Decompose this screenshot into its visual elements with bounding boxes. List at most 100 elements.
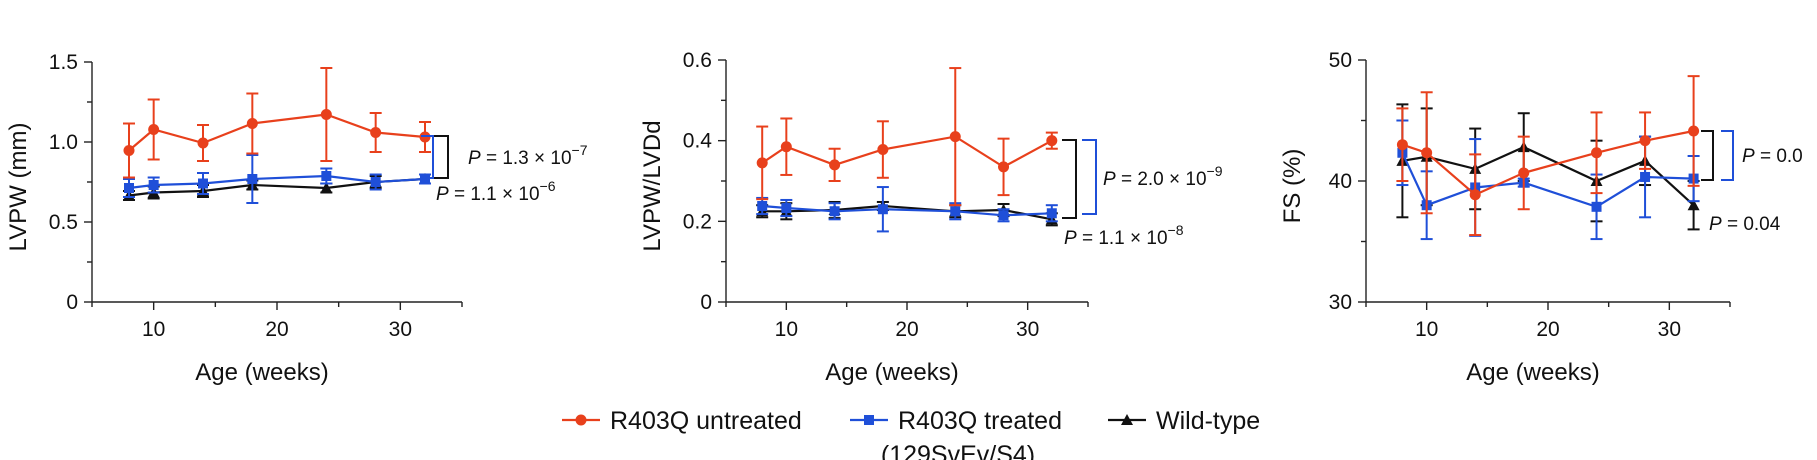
r403q-untreated-point [780, 141, 792, 153]
p-value-annotation: P = 0.0 [1742, 146, 1803, 167]
y-tick-label: 0.6 [683, 49, 712, 72]
r403q-treated-point [877, 204, 888, 215]
legend-caption: (129SvEv/S4) [881, 441, 1035, 460]
y-axis-label: LVPW (mm) [5, 123, 32, 252]
x-axis-label: Age (weeks) [1466, 359, 1599, 386]
x-tick-label: 10 [1415, 318, 1438, 341]
p-label: P [1709, 214, 1722, 235]
r403q-untreated-point [949, 131, 961, 143]
y-tick-label: 40 [1329, 170, 1352, 193]
x-tick-label: 20 [265, 318, 288, 341]
p-value-annotation: P = 0.04 [1709, 214, 1781, 235]
p-value-text: = 1.1 × 10 [449, 184, 540, 205]
r403q-treated-point [247, 174, 258, 184]
wild-type-point [320, 182, 333, 193]
series-r403q-untreated [1396, 75, 1700, 237]
x-tick-label: 30 [1016, 318, 1039, 341]
r403q-untreated-point [756, 157, 768, 169]
y-axis-label: LVPW/LVDd [639, 120, 666, 251]
p-label: P [436, 184, 449, 205]
r403q-treated-point [1640, 171, 1651, 182]
r403q-untreated-point [829, 159, 841, 171]
y-tick-label: 1.0 [49, 131, 78, 154]
legend: R403Q untreated R403Q treated Wild-type (12… [562, 407, 1260, 460]
y-tick-label: 0 [700, 291, 712, 314]
x-tick-label: 10 [775, 318, 798, 341]
r403q-treated-point [781, 203, 792, 214]
p-label: P [1742, 146, 1755, 167]
y-tick-label: 30 [1329, 291, 1352, 314]
legend-item-wild-type: Wild-type [1108, 407, 1260, 435]
r403q-untreated-point [123, 145, 135, 156]
r403q-untreated-point [246, 118, 258, 129]
p-value-exponent: −6 [540, 178, 556, 194]
r403q-untreated-point [1591, 147, 1603, 159]
r403q-treated-point [950, 206, 961, 217]
significance-bracket [1721, 130, 1734, 181]
y-tick-label: 0 [66, 291, 78, 314]
p-value-exponent: −7 [572, 142, 588, 158]
series-r403q-treated [123, 154, 431, 204]
r403q-untreated-point [1046, 135, 1058, 147]
r403q-untreated-point [370, 127, 382, 138]
p-value-text: = 1.1 × 10 [1077, 228, 1168, 249]
legend-label: R403Q untreated [610, 407, 802, 435]
p-label: P [468, 148, 481, 169]
p-value-text: = 0.04 [1722, 214, 1781, 235]
p-value-exponent: −9 [1207, 163, 1223, 179]
legend-label: Wild-type [1156, 407, 1260, 435]
legend-item-r403q-untreated: R403Q untreated [562, 407, 802, 435]
significance-bracket [1082, 139, 1097, 215]
panel-lvpw-lvdd: 0 0.2 0.4 0.6 10 20 30 Age (weeks) LVPW/LVDd P = … [639, 49, 1223, 386]
r403q-untreated-point [320, 109, 332, 120]
x-tick-label: 20 [895, 318, 918, 341]
panel-lvpw: 0 0.5 1.0 1.5 10 20 30 Age (weeks) LVPW (mm) P = … [5, 51, 588, 386]
x-axis-label: Age (weeks) [195, 359, 328, 386]
r403q-untreated-point [1469, 189, 1481, 201]
r403q-untreated-point [575, 414, 587, 426]
x-tick-label: 20 [1536, 318, 1559, 341]
r403q-treated-point [829, 206, 840, 217]
x-axis-label: Age (weeks) [825, 359, 958, 386]
r403q-untreated-point [1396, 139, 1408, 151]
r403q-untreated-point [148, 124, 160, 135]
r403q-treated-point [148, 180, 159, 190]
significance-bracket [1701, 130, 1714, 181]
r403q-untreated-point [1639, 135, 1651, 147]
r403q-treated-point [1046, 208, 1057, 219]
p-value-annotation: P = 2.0 × 10−9 [1103, 163, 1223, 190]
r403q-untreated-point [998, 161, 1010, 173]
r403q-treated-point [757, 201, 768, 212]
significance-bracket [1062, 139, 1077, 219]
p-value-annotation: P = 1.1 × 10−6 [436, 178, 556, 205]
y-tick-label: 0.2 [683, 210, 712, 233]
series-r403q-untreated [756, 67, 1058, 207]
r403q-treated-point [198, 178, 208, 189]
wild-type-point [1121, 414, 1133, 425]
r403q-treated-point [998, 210, 1009, 221]
r403q-untreated-point [877, 144, 889, 156]
significance-bracket [434, 135, 449, 179]
r403q-treated-point [1591, 201, 1602, 212]
r403q-untreated-point [1688, 125, 1700, 137]
r403q-untreated-line [761, 135, 1053, 169]
wild-type-point [1687, 199, 1700, 211]
r403q-treated-point [124, 183, 134, 193]
p-value-annotation: P = 1.3 × 10−7 [468, 142, 588, 169]
r403q-treated-point [864, 415, 874, 425]
x-tick-label: 10 [142, 318, 165, 341]
p-value-text: = 0.0 [1755, 146, 1803, 167]
r403q-untreated-point [1421, 147, 1433, 159]
p-value-exponent: −8 [1168, 222, 1184, 238]
y-tick-label: 0.5 [49, 211, 78, 234]
p-value-annotation: P = 1.1 × 10−8 [1064, 222, 1184, 249]
y-tick-label: 0.4 [683, 130, 713, 153]
series-r403q-untreated [123, 67, 431, 179]
significance-bracket [421, 135, 434, 179]
r403q-untreated-point [197, 137, 209, 149]
y-axis-label: FS (%) [1279, 149, 1306, 224]
p-value-text: = 1.3 × 10 [481, 148, 572, 169]
x-tick-label: 30 [389, 318, 412, 341]
